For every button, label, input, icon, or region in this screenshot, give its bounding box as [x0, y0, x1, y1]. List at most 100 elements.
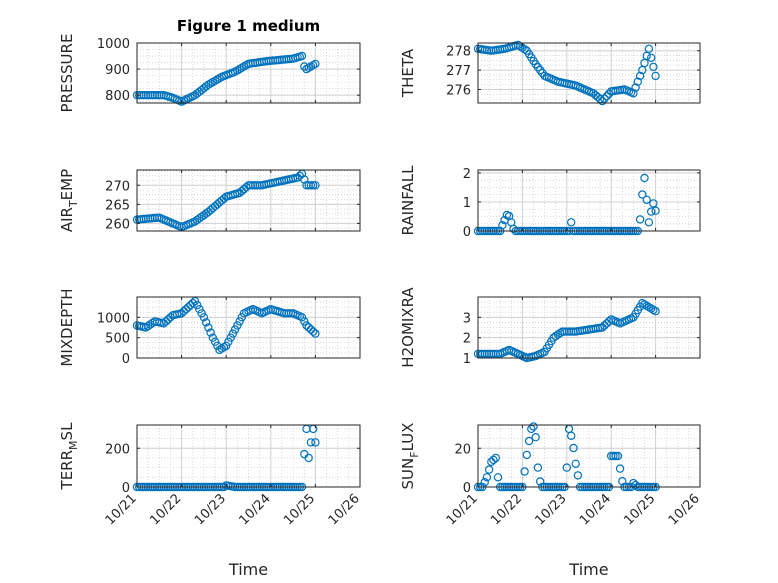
- data-point: [638, 298, 647, 308]
- figure-title: Figure 1 medium: [177, 17, 320, 35]
- data-point: [493, 473, 503, 482]
- data-point: [199, 313, 209, 322]
- data-point: [651, 307, 660, 316]
- data-point: [201, 318, 211, 327]
- data-point: [195, 305, 204, 314]
- data-point: [304, 453, 313, 463]
- data-point: [161, 317, 171, 326]
- minor-grid: [478, 170, 700, 232]
- data-point: [513, 40, 523, 50]
- data-point: [297, 313, 307, 322]
- data-point: [629, 89, 638, 98]
- y-tick-label: 900: [105, 63, 130, 78]
- y-tick-label: 500: [105, 332, 130, 347]
- axes-box: [136, 424, 361, 488]
- x-tick-label: 10/23: [192, 491, 229, 528]
- x-tick-label: 10/24: [237, 491, 274, 528]
- data-point: [197, 309, 206, 318]
- axes-box: [136, 169, 361, 232]
- data-point: [562, 463, 572, 472]
- data-point: [651, 206, 660, 215]
- y-tick-label: 2: [463, 167, 471, 182]
- data-point: [228, 329, 238, 338]
- data-point: [309, 327, 318, 336]
- data-point: [531, 433, 540, 442]
- data-point: [306, 181, 316, 190]
- data-point: [311, 329, 320, 338]
- data-point: [647, 53, 656, 63]
- data-point: [611, 451, 620, 461]
- y-tick-label: 0: [122, 352, 130, 367]
- data-point: [233, 321, 242, 330]
- data-point: [210, 337, 220, 346]
- data-point: [647, 304, 656, 313]
- data-point: [221, 341, 231, 350]
- data-point: [188, 298, 197, 308]
- data-point: [644, 218, 654, 227]
- data-point: [520, 467, 529, 476]
- axes-box: [477, 169, 701, 232]
- data-point: [311, 59, 320, 69]
- data-point: [300, 317, 309, 326]
- y-tick-label: 1: [463, 352, 471, 367]
- data-point: [649, 199, 658, 208]
- y-tick-label: 1000: [97, 311, 130, 326]
- data-point: [640, 58, 649, 68]
- x-tick-label: 10/22: [488, 491, 525, 528]
- subplot-sun-flux: 0 20 10/21 10/22 10/23 10/24 10/25 10/26 Time SUN…: [399, 422, 703, 579]
- data-point: [489, 455, 498, 465]
- x-tick-label: 10/23: [533, 491, 570, 528]
- minor-grid: [137, 170, 360, 231]
- data-point: [573, 471, 583, 480]
- data-point: [309, 181, 318, 190]
- y-tick-label: 278: [446, 45, 471, 60]
- subplot-h2omixra: 1 2 3 H2OMIXRA: [399, 287, 701, 368]
- minor-grid: [478, 425, 700, 488]
- subplot-air-temp: 260 265 270 AIRTEMP: [58, 169, 361, 232]
- data-point: [206, 328, 215, 337]
- data-point: [638, 190, 647, 199]
- data-point: [217, 196, 226, 205]
- axes-box: [477, 424, 701, 488]
- data-point: [208, 333, 217, 342]
- data-point: [300, 175, 309, 184]
- data-point: [598, 96, 607, 106]
- data-point: [651, 71, 660, 81]
- axes-box: [136, 296, 361, 359]
- data-point: [230, 325, 240, 334]
- data-point: [558, 327, 567, 336]
- data-point: [300, 449, 309, 459]
- data-point: [237, 313, 246, 322]
- data-point: [166, 313, 175, 322]
- data-point: [604, 89, 614, 99]
- subplot-terr-msl: 0 200 10/21 10/22 10/23 10/24 10/25 10/26 Time TE…: [58, 422, 363, 579]
- subplot-pressure: 800 900 1000 PRESSURE Figure 1 medium: [58, 17, 361, 113]
- y-axis-label: AIRTEMP: [58, 169, 80, 232]
- data-point: [215, 345, 224, 355]
- data-point: [600, 94, 609, 103]
- x-axis-label: Time: [228, 560, 268, 579]
- data-point: [204, 323, 213, 332]
- data-point: [567, 218, 576, 227]
- y-axis-label: THETA: [399, 48, 417, 98]
- x-tick-label: 10/25: [621, 491, 658, 528]
- minor-grid: [478, 43, 700, 103]
- data-point: [640, 173, 649, 183]
- y-tick-label: 3: [463, 311, 471, 326]
- data-point: [536, 477, 545, 486]
- data-point: [604, 317, 614, 326]
- y-axis-label: PRESSURE: [58, 34, 76, 113]
- data-point: [618, 477, 627, 486]
- y-axis-label: SUNFLUX: [399, 423, 421, 490]
- data-point: [239, 184, 249, 194]
- data-point: [235, 317, 244, 326]
- data-points: [473, 298, 660, 363]
- data-point: [311, 181, 320, 190]
- data-point: [482, 473, 492, 482]
- y-axis-label: H2OMIXRA: [399, 287, 417, 368]
- data-point: [602, 91, 612, 101]
- data-point: [644, 44, 654, 54]
- y-tick-label: 276: [446, 83, 471, 98]
- y-tick-label: 200: [105, 442, 130, 457]
